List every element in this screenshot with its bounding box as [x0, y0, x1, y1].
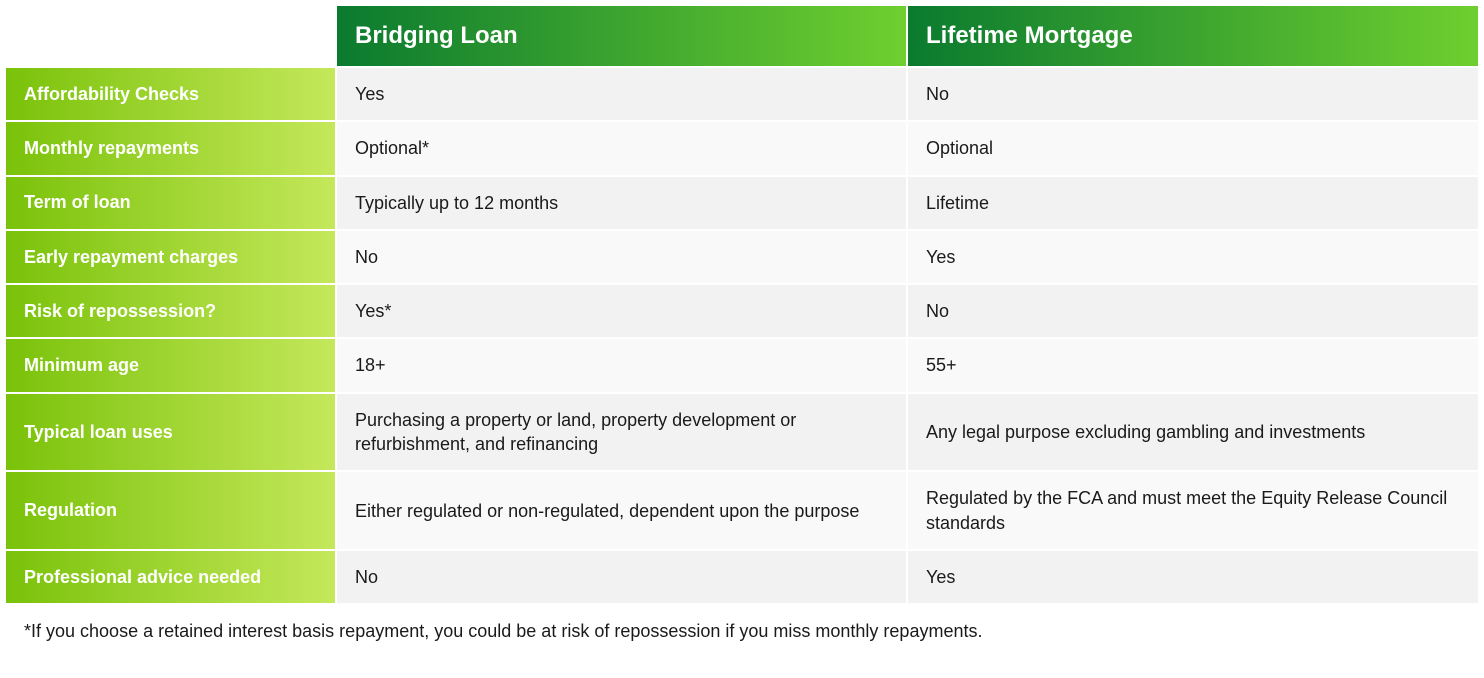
- footnote-text: *If you choose a retained interest basis…: [6, 605, 1478, 652]
- comparison-table: Bridging Loan Lifetime Mortgage Affordab…: [6, 6, 1478, 605]
- cell-bridging: Yes*: [336, 284, 907, 338]
- column-header-bridging: Bridging Loan: [336, 6, 907, 67]
- row-label: Professional advice needed: [6, 550, 336, 604]
- cell-lifetime: Yes: [907, 230, 1478, 284]
- cell-bridging: Optional*: [336, 121, 907, 175]
- table-row: Term of loanTypically up to 12 monthsLif…: [6, 176, 1478, 230]
- row-label: Typical loan uses: [6, 393, 336, 472]
- table-row: Early repayment chargesNoYes: [6, 230, 1478, 284]
- row-label: Early repayment charges: [6, 230, 336, 284]
- table-row: Typical loan usesPurchasing a property o…: [6, 393, 1478, 472]
- table-row: Risk of repossession?Yes*No: [6, 284, 1478, 338]
- table-row: Minimum age18+55+: [6, 338, 1478, 392]
- cell-bridging: Typically up to 12 months: [336, 176, 907, 230]
- cell-lifetime: Lifetime: [907, 176, 1478, 230]
- cell-lifetime: 55+: [907, 338, 1478, 392]
- cell-lifetime: Any legal purpose excluding gambling and…: [907, 393, 1478, 472]
- cell-lifetime: No: [907, 67, 1478, 121]
- column-header-lifetime: Lifetime Mortgage: [907, 6, 1478, 67]
- cell-lifetime: Yes: [907, 550, 1478, 604]
- cell-lifetime: Regulated by the FCA and must meet the E…: [907, 471, 1478, 550]
- table-header-row: Bridging Loan Lifetime Mortgage: [6, 6, 1478, 67]
- row-label: Term of loan: [6, 176, 336, 230]
- header-empty-cell: [6, 6, 336, 67]
- row-label: Regulation: [6, 471, 336, 550]
- table-row: Professional advice neededNoYes: [6, 550, 1478, 604]
- cell-bridging: Either regulated or non-regulated, depen…: [336, 471, 907, 550]
- row-label: Risk of repossession?: [6, 284, 336, 338]
- row-label: Monthly repayments: [6, 121, 336, 175]
- cell-bridging: No: [336, 550, 907, 604]
- table-row: Monthly repaymentsOptional*Optional: [6, 121, 1478, 175]
- table-body: Affordability ChecksYesNoMonthly repayme…: [6, 67, 1478, 604]
- row-label: Affordability Checks: [6, 67, 336, 121]
- table-row: RegulationEither regulated or non-regula…: [6, 471, 1478, 550]
- cell-bridging: No: [336, 230, 907, 284]
- cell-bridging: 18+: [336, 338, 907, 392]
- cell-bridging: Purchasing a property or land, property …: [336, 393, 907, 472]
- table-row: Affordability ChecksYesNo: [6, 67, 1478, 121]
- cell-lifetime: Optional: [907, 121, 1478, 175]
- cell-bridging: Yes: [336, 67, 907, 121]
- row-label: Minimum age: [6, 338, 336, 392]
- cell-lifetime: No: [907, 284, 1478, 338]
